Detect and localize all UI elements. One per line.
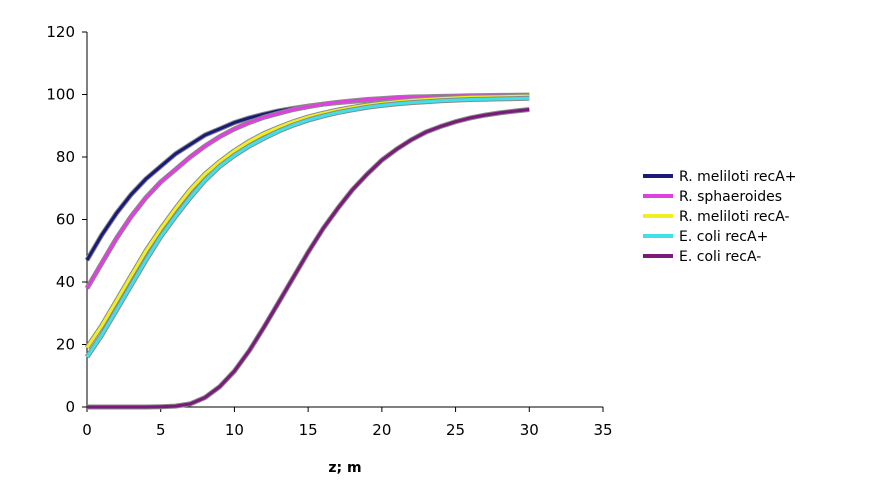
x-tick-label: 10 <box>225 421 244 439</box>
legend-label: R. meliloti recA- <box>679 209 790 225</box>
series-shadow-r-meliloti-reca <box>84 93 530 349</box>
x-tick-label: 15 <box>299 421 318 439</box>
y-tick-label: 120 <box>46 23 75 41</box>
axes: 0 20 40 60 80 100 120 0 5 10 15 20 25 30 35 <box>46 23 612 439</box>
plot-area <box>84 92 530 410</box>
y-tick-label: 0 <box>65 398 75 416</box>
x-tick-label: 0 <box>82 421 92 439</box>
series-line-e-coli-reca <box>87 108 530 409</box>
series-line-r-meliloti-reca <box>85 94 530 349</box>
x-tick-label: 25 <box>446 421 465 439</box>
y-tick-label: 80 <box>56 148 75 166</box>
series-shadow-e-coli-reca <box>87 107 530 410</box>
series-line-e-coli-reca <box>85 96 530 358</box>
x-tick-label: 30 <box>520 421 539 439</box>
y-tick-label: 60 <box>56 211 75 229</box>
y-tick-label: 100 <box>46 86 75 104</box>
y-tick-label: 40 <box>56 273 75 291</box>
legend-label: R. meliloti recA+ <box>679 169 797 185</box>
legend: R. meliloti recA+ R. sphaeroides R. melilo… <box>643 169 797 265</box>
x-tick-label: 20 <box>372 421 391 439</box>
series-shadow-e-coli-reca <box>84 95 530 359</box>
x-tick-label: 35 <box>593 421 612 439</box>
x-axis-title: z; m <box>328 460 361 476</box>
y-tick-label: 20 <box>56 336 75 354</box>
series-line-r-sphaeroides <box>85 93 530 290</box>
x-tick-label: 5 <box>156 421 166 439</box>
legend-label: E. coli recA+ <box>679 229 768 245</box>
legend-label: R. sphaeroides <box>679 189 782 205</box>
legend-label: E. coli recA- <box>679 249 761 265</box>
